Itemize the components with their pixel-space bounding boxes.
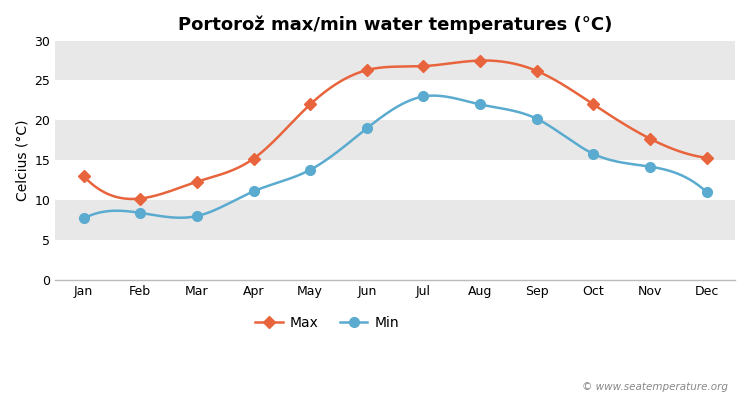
Bar	[56, 41, 735, 80]
Title: Portorož max/min water temperatures (°C): Portorož max/min water temperatures (°C)	[178, 15, 612, 34]
Text: © www.seatemperature.org: © www.seatemperature.org	[581, 382, 728, 392]
Bar	[56, 200, 735, 240]
Bar	[56, 120, 735, 160]
Bar	[56, 80, 735, 120]
Bar	[56, 240, 735, 280]
Bar	[56, 160, 735, 200]
Y-axis label: Celcius (°C): Celcius (°C)	[15, 120, 29, 201]
Legend: Max, Min: Max, Min	[250, 310, 404, 335]
